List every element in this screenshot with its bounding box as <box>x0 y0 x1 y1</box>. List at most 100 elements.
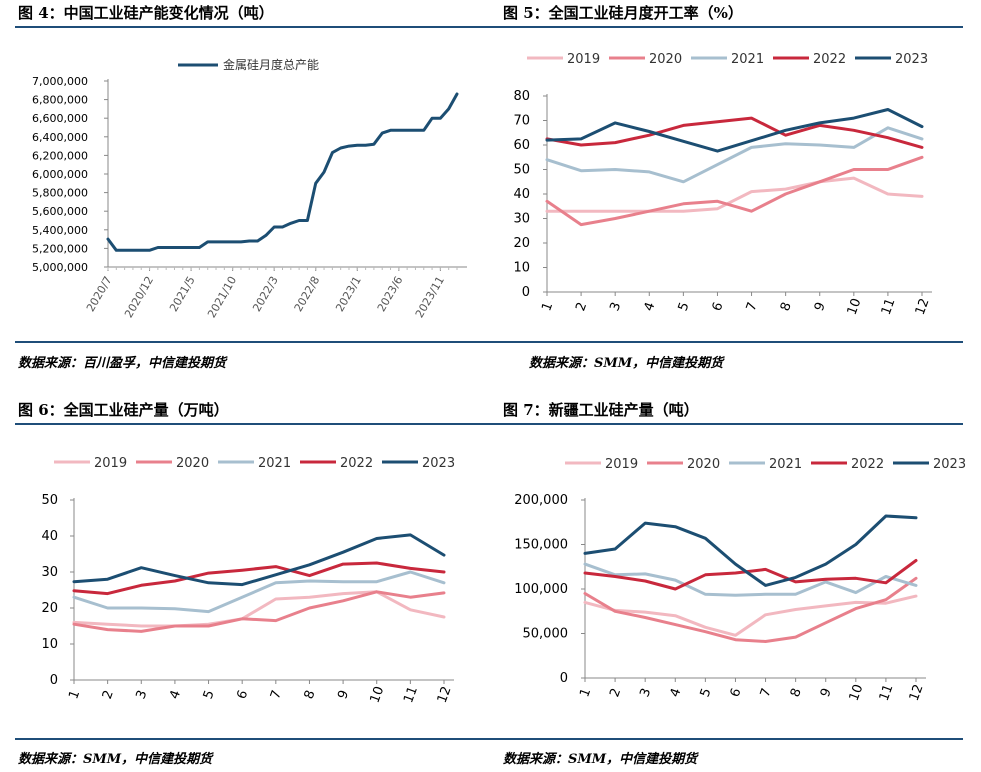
x-tick-label: 3 <box>637 686 654 699</box>
x-tick-label: 4 <box>167 688 184 701</box>
series-line-2022 <box>72 561 446 596</box>
series-line-2020 <box>72 590 446 633</box>
x-tick-label: 9 <box>812 300 829 313</box>
series-line-2020 <box>583 576 918 643</box>
x-tick-label: 2 <box>573 300 590 313</box>
y-tick-label: 60 <box>513 138 530 153</box>
y-tick-label: 0 <box>560 671 568 686</box>
x-tick-label: 2023/11 <box>413 274 447 320</box>
chart-title-xinjiang-output: 图 7：新疆工业硅产量（吨） <box>503 401 699 419</box>
x-tick-label: 2023/6 <box>375 274 406 314</box>
y-tick-label: 200,000 <box>514 493 568 508</box>
legend-label-2022: 2022 <box>851 457 884 472</box>
x-tick-label: 9 <box>818 686 835 699</box>
series-line-2019 <box>545 176 924 213</box>
x-tick-label: 2022/3 <box>250 274 281 314</box>
y-tick-label: 6,600,000 <box>32 112 88 125</box>
x-tick-label: 6 <box>728 686 745 699</box>
x-tick-label: 2021/10 <box>205 274 239 320</box>
x-tick-label: 4 <box>668 686 685 699</box>
top-rule-2 <box>15 423 963 425</box>
series-line-2023 <box>72 533 446 587</box>
x-tick-label: 2 <box>607 686 624 699</box>
y-tick-label: 150,000 <box>514 538 568 553</box>
series-line-2023 <box>545 108 924 153</box>
legend-label-2023: 2023 <box>895 52 928 67</box>
x-tick-label: 12 <box>435 684 455 705</box>
y-tick-label: 50 <box>41 493 58 508</box>
series-line-2021 <box>545 126 924 184</box>
y-tick-label: 30 <box>513 212 530 227</box>
x-tick-label: 6 <box>234 688 251 701</box>
y-tick-label: 5,400,000 <box>32 224 88 237</box>
series-line-2021 <box>583 562 918 597</box>
y-tick-label: 0 <box>522 285 530 300</box>
legend-label-2020: 2020 <box>649 52 682 67</box>
series-line-2021 <box>72 570 446 614</box>
series-line-2023 <box>583 514 918 587</box>
x-tick-label: 4 <box>642 300 659 313</box>
series-line-2020 <box>545 155 924 227</box>
source-note-xinjiang-output: 数据来源：SMM，中信建投期货 <box>503 752 698 767</box>
x-tick-label: 11 <box>879 296 899 317</box>
x-tick-label: 6 <box>710 300 727 313</box>
y-tick-label: 5,600,000 <box>32 205 88 218</box>
legend-label-2019: 2019 <box>605 457 638 472</box>
y-tick-label: 6,400,000 <box>32 131 88 144</box>
top-rule-1 <box>15 26 963 28</box>
x-tick-label: 2021/5 <box>167 274 198 314</box>
series-line-2022 <box>583 559 918 591</box>
x-tick-label: 9 <box>335 688 352 701</box>
source-note-national-output: 数据来源：SMM，中信建投期货 <box>18 752 213 767</box>
x-tick-label: 5 <box>201 688 218 701</box>
legend-label-2023: 2023 <box>422 456 455 471</box>
y-tick-label: 7,000,000 <box>32 75 88 88</box>
legend-label-2022: 2022 <box>340 456 373 471</box>
legend-label-2019: 2019 <box>567 52 600 67</box>
legend-label-2022: 2022 <box>813 52 846 67</box>
x-tick-label: 3 <box>607 300 624 313</box>
x-tick-label: 3 <box>134 688 151 701</box>
legend-label-capacity: 金属硅月度总产能 <box>223 57 319 72</box>
series-line-2019 <box>583 594 918 637</box>
capacity-series-line <box>106 92 459 252</box>
y-tick-label: 30 <box>41 565 58 580</box>
x-tick-label: 10 <box>845 296 865 317</box>
y-tick-label: 0 <box>50 673 58 688</box>
source-note-capacity: 数据来源：百川盈孚，中信建投期货 <box>18 356 227 371</box>
x-tick-label: 10 <box>847 682 867 703</box>
x-tick-label: 2023/1 <box>333 274 364 314</box>
x-tick-label: 2 <box>100 688 117 701</box>
y-tick-label: 5,800,000 <box>32 187 88 200</box>
series-line-2019 <box>72 590 446 628</box>
legend-label-2019: 2019 <box>94 456 127 471</box>
x-tick-label: 12 <box>913 296 933 317</box>
x-tick-label: 10 <box>368 684 388 705</box>
y-tick-label: 70 <box>513 114 530 129</box>
x-tick-label: 1 <box>577 686 594 699</box>
x-tick-label: 7 <box>268 688 285 701</box>
y-tick-label: 5,200,000 <box>32 242 88 255</box>
y-tick-label: 10 <box>41 637 58 652</box>
bottom-rule-1 <box>15 341 963 343</box>
legend-label-2020: 2020 <box>176 456 209 471</box>
y-tick-label: 20 <box>41 601 58 616</box>
x-tick-label: 7 <box>758 686 775 699</box>
x-tick-label: 2020/7 <box>84 274 115 314</box>
y-tick-label: 5,000,000 <box>32 261 88 274</box>
y-tick-label: 100,000 <box>514 582 568 597</box>
series-line-2022 <box>545 116 924 149</box>
y-tick-label: 50 <box>513 163 530 178</box>
x-tick-label: 7 <box>744 300 761 313</box>
bottom-rule-2 <box>15 738 963 740</box>
chart-title-national-output: 图 6：全国工业硅产量（万吨） <box>18 401 229 419</box>
y-tick-label: 20 <box>513 236 530 251</box>
x-tick-label: 8 <box>302 688 319 701</box>
x-tick-label: 5 <box>698 686 715 699</box>
legend-label-2021: 2021 <box>731 52 764 67</box>
y-tick-label: 40 <box>41 529 58 544</box>
